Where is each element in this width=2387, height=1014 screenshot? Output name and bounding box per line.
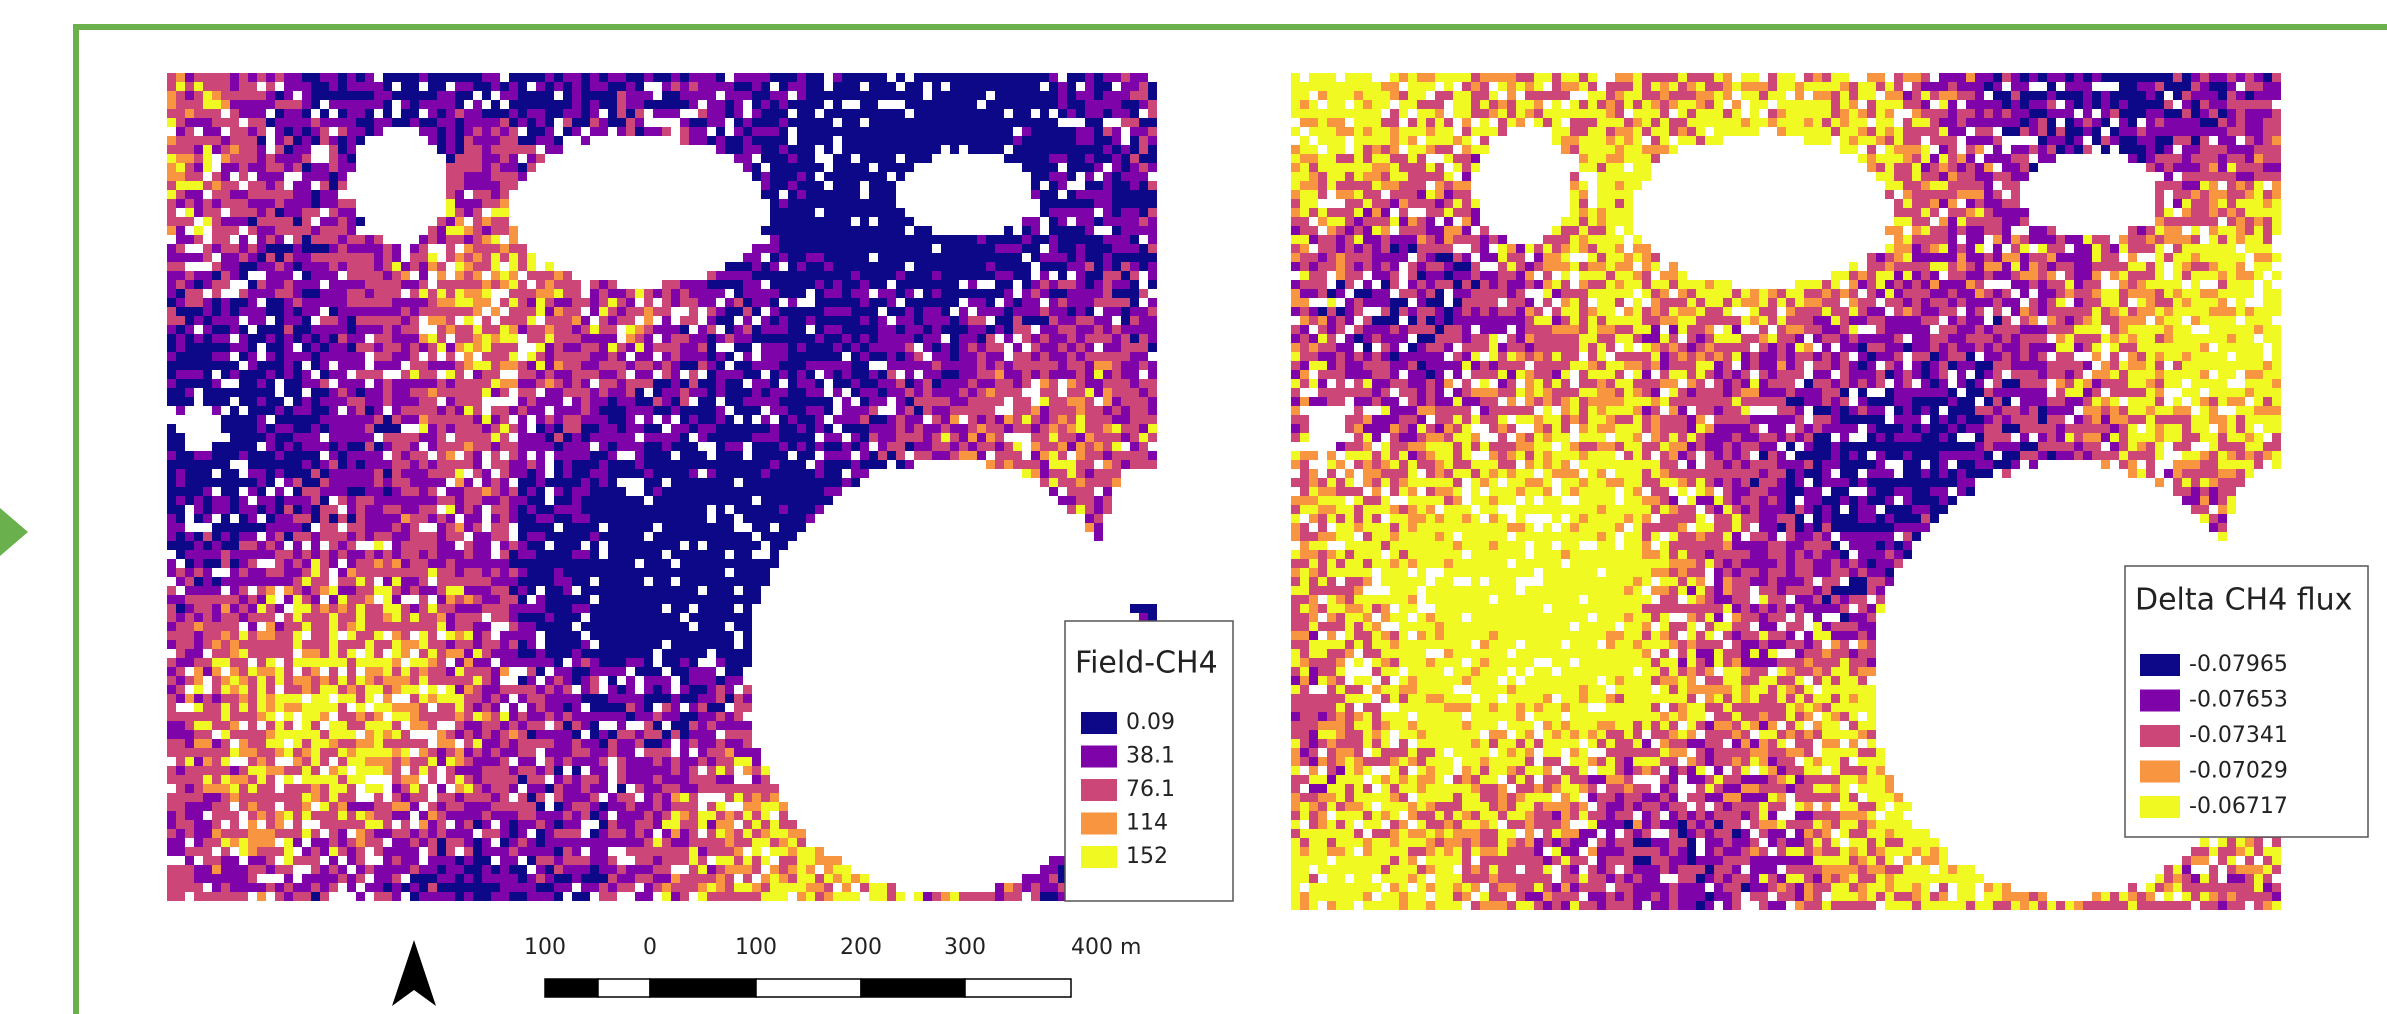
legend-swatch — [2140, 654, 2180, 676]
legend-swatch — [2140, 725, 2180, 747]
legend-label: -0.07653 — [2189, 688, 2288, 713]
north-arrow — [392, 940, 436, 1006]
pointer-arrow — [0, 508, 28, 556]
scale-segment — [650, 979, 756, 997]
scale-segment — [756, 979, 861, 997]
legend-swatch — [2140, 761, 2180, 783]
scale-label: 200 — [840, 935, 882, 960]
legend-swatch — [1081, 846, 1117, 868]
scale-label: 100 — [524, 935, 566, 960]
legend-title: Field-CH4 — [1075, 646, 1218, 681]
scale-label: 0 — [643, 935, 657, 960]
legend-label: 152 — [1126, 844, 1168, 869]
scale-segment — [545, 979, 598, 997]
legend-label: -0.07965 — [2189, 652, 2288, 677]
legend-label: 38.1 — [1126, 744, 1175, 769]
legend-label: 114 — [1126, 811, 1168, 836]
frame-left — [73, 24, 79, 1014]
scale-segment — [861, 979, 965, 997]
page: {"legends": [ {"title": "Field-CH4", "it… — [0, 0, 2387, 1014]
scale-segment — [598, 979, 650, 997]
scale-label: 300 — [944, 935, 986, 960]
legend-label: -0.07341 — [2189, 723, 2288, 748]
legend-swatch — [1081, 746, 1117, 768]
frame-top — [76, 24, 2387, 30]
legend-swatch — [2140, 690, 2180, 712]
legend-swatch — [2140, 796, 2180, 818]
legend-label: 0.09 — [1126, 710, 1175, 735]
legend-label: 76.1 — [1126, 777, 1175, 802]
legend-swatch — [1081, 779, 1117, 801]
scale-bar: 100 0 100 200 300 400 m — [524, 935, 1141, 997]
figure: Field-CH4 0.09 38.1 76.1 114 152 Delta CH4 flu… — [0, 0, 2387, 1014]
legend-swatch — [1081, 712, 1117, 734]
scale-segment — [965, 979, 1071, 997]
scale-label: 400 m — [1071, 935, 1141, 960]
legend-swatch — [1081, 813, 1117, 835]
legend-label: -0.06717 — [2189, 794, 2288, 819]
scale-label: 100 — [735, 935, 777, 960]
north-arrow-shape — [392, 940, 436, 1006]
legend-label: -0.07029 — [2189, 759, 2288, 784]
legend-title: Delta CH4 flux — [2135, 583, 2352, 618]
